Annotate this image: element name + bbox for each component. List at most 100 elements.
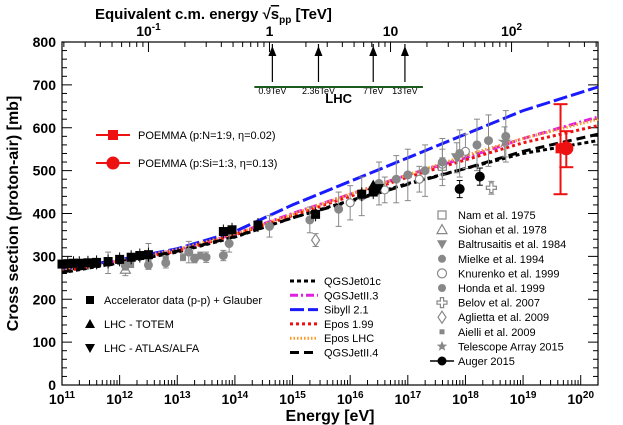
legend-marker xyxy=(437,356,447,366)
legend-marker xyxy=(438,254,446,263)
lhc-energy-label: 2.36TeV xyxy=(302,86,335,96)
data-point-accelerator xyxy=(83,258,93,268)
x-tick-label: 1018 xyxy=(452,390,479,407)
model-legend-label: Sibyll 2.1 xyxy=(324,305,369,317)
lhc-energy-label: 13TeV xyxy=(392,86,418,96)
model-legend-label: Epos LHC xyxy=(324,333,374,345)
data-point-knurenko-et-al--1999 xyxy=(414,174,424,184)
x-tick-label: 1011 xyxy=(49,390,76,407)
data-point-honda-et-al--1999 xyxy=(184,247,194,257)
data-point-aielli-et-al--2009 xyxy=(180,254,187,261)
legend-marker xyxy=(436,340,448,351)
data-point-honda-et-al--1999 xyxy=(391,174,401,184)
legend-marker xyxy=(437,210,447,220)
y-axis-title: Cross section (proton-air) [mb] xyxy=(5,96,22,332)
data-point-accelerator xyxy=(143,250,153,260)
measurement-legend-label: Auger 2015 xyxy=(458,356,515,368)
legend-label: Accelerator data (p-p) + Glauber xyxy=(104,295,262,307)
data-point-honda-et-al--1999 xyxy=(420,166,430,176)
data-point-mielke-et-al--1994 xyxy=(218,251,228,261)
lhc-arrow-head xyxy=(369,46,378,56)
lhc-energy-label: 7TeV xyxy=(363,86,384,96)
model-curve-sibyll-2-1 xyxy=(61,85,599,271)
legend-label: LHC - TOTEM xyxy=(104,319,174,331)
legend-marker-triangle xyxy=(85,319,95,328)
data-point-belov-et-al--2007 xyxy=(485,182,497,194)
lhc-label: LHC xyxy=(325,91,352,106)
data-point-honda-et-al--1999 xyxy=(403,170,413,180)
data-point-knurenko-et-al--1999 xyxy=(345,198,355,208)
lhc-annotation: 0.9TeV 2.36TeV 7TeV 13TeV LHC xyxy=(254,44,423,106)
data-point-honda-et-al--1999 xyxy=(437,157,447,167)
poemma-legend-square xyxy=(108,130,118,140)
y-tick-label: 400 xyxy=(33,206,57,222)
model-legend-label: QGSJetII.4 xyxy=(324,348,378,360)
legend-marker xyxy=(436,268,448,279)
measurement-legend-label: Aglietta et al. 2009 xyxy=(458,312,549,324)
data-point-accelerator xyxy=(357,189,367,199)
poemma-legend-circle xyxy=(106,156,120,170)
measurement-legend-label: Belov et al. 2007 xyxy=(458,298,540,310)
x-tick-label: 1014 xyxy=(222,390,249,407)
data-point-accelerator xyxy=(126,252,136,262)
data-point-accelerator xyxy=(311,209,321,219)
legend-marker-square xyxy=(86,296,94,304)
data-point-accelerator xyxy=(103,257,113,267)
legend-marker-triangle-down xyxy=(85,344,95,353)
axis-labels: Energy [eV] Cross section (proton-air) [m… xyxy=(5,6,374,425)
x-tick-label: 1017 xyxy=(394,390,421,407)
data-point-honda-et-al--1999 xyxy=(455,148,465,158)
y-tick-label: 300 xyxy=(33,248,57,264)
measurement-legend-label: Siohan et al. 1978 xyxy=(458,225,547,237)
model-legend-label: QGSJetII.3 xyxy=(324,290,378,302)
y-tick-label: 500 xyxy=(33,163,57,179)
top-tick-label: 1 xyxy=(266,23,274,39)
legend-label: LHC - ATLAS/ALFA xyxy=(104,343,200,355)
measurement-legend-label: Nam et al. 1975 xyxy=(458,210,536,222)
x-tick-label: 1019 xyxy=(510,390,537,407)
data-point-accelerator xyxy=(227,225,237,235)
data-point-telescope-array-2015 xyxy=(497,134,512,148)
data-point-aglietta-et-al--2009 xyxy=(310,233,321,248)
x-tick-label: 1013 xyxy=(164,390,191,407)
x-axis-title: Energy [eV] xyxy=(286,408,375,425)
x-tick-label: 1020 xyxy=(567,390,594,407)
measurement-legend-label: Baltrusaitis et al. 1984 xyxy=(458,239,566,251)
y-tick-label: 200 xyxy=(33,291,57,307)
legend-marker xyxy=(438,284,446,292)
y-tick-label: 700 xyxy=(33,77,57,93)
data-point-honda-et-al--1999 xyxy=(264,221,274,231)
legend-marker xyxy=(435,223,449,235)
measurement-legend-label: Aielli et al. 2009 xyxy=(458,327,536,339)
data-point-aielli-et-al--2009 xyxy=(162,256,169,263)
poemma-legend-label: POEMMA (p:N=1:9, η=0.02) xyxy=(138,130,276,142)
lhc-energy-label: 0.9TeV xyxy=(258,86,286,96)
measurement-points xyxy=(57,103,574,277)
x-tick-label: 1015 xyxy=(279,390,306,407)
data-point-accelerator xyxy=(218,227,228,237)
x-tick-label: 1016 xyxy=(337,390,364,407)
legend-marker xyxy=(436,297,448,309)
legend-marker xyxy=(439,329,445,335)
data-point-atlas xyxy=(372,184,385,195)
y-tick-label: 800 xyxy=(33,34,57,50)
legend: POEMMA (p:N=1:9, η=0.02) POEMMA (p:Si=1:3… xyxy=(85,130,566,368)
y-tick-label: 100 xyxy=(33,334,57,350)
legend-marker xyxy=(437,310,447,325)
legend-marker xyxy=(437,240,447,250)
top-tick-label: 10 xyxy=(383,23,399,39)
measurement-legend-label: Honda et al. 1999 xyxy=(458,283,545,295)
top-tick-label: 10-1 xyxy=(136,22,161,39)
model-legend-label: Epos 1.99 xyxy=(324,319,374,331)
data-point-accelerator xyxy=(115,254,125,264)
data-point-honda-et-al--1999 xyxy=(334,204,344,214)
data-point-honda-et-al--1999 xyxy=(472,140,482,150)
data-point-accelerator xyxy=(92,257,102,267)
data-point-accelerator xyxy=(135,251,145,261)
data-point-honda-et-al--1999 xyxy=(483,136,493,146)
top-axis-title: Equivalent c.m. energy √spp [TeV] xyxy=(95,6,332,26)
data-point-honda-et-al--1999 xyxy=(224,239,234,249)
y-tick-label: 0 xyxy=(48,377,56,393)
